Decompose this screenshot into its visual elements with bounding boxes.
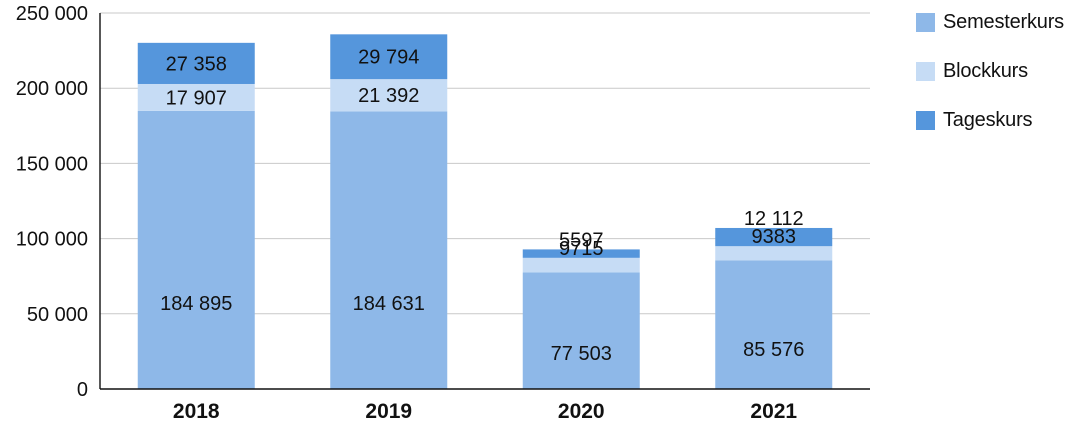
- legend-label-blockkurs: Blockkurs: [943, 59, 1028, 82]
- data-label-blockkurs-2019: 21 392: [358, 85, 419, 107]
- data-labels: 184 895 17 907 27 358 184 631 21 392 29 794 77…: [160, 47, 804, 365]
- x-tick-label-2019: 2019: [365, 400, 412, 423]
- x-tick-label-2021: 2021: [750, 400, 797, 423]
- data-label-blockkurs-2020: 9715: [559, 238, 604, 260]
- x-tick-label-2018: 2018: [173, 400, 220, 423]
- bar-tageskurs-2018: [137, 42, 255, 84]
- bar-blockkurs-2021: [715, 246, 833, 261]
- legend-label-semesterkurs: Semesterkurs: [943, 10, 1064, 33]
- data-label-tageskurs-2021: 12 112: [744, 208, 804, 230]
- data-label-blockkurs-2021: 9383: [752, 226, 797, 248]
- data-label-blockkurs-2018: 17 907: [166, 87, 227, 109]
- legend-label-tageskurs: Tageskurs: [943, 108, 1033, 131]
- data-label-semesterkurs-2018: 184 895: [160, 293, 232, 315]
- y-tick-label: 100 000: [16, 229, 88, 251]
- legend-swatch-blockkurs: [916, 61, 935, 81]
- bar-blockkurs-2018: [137, 83, 255, 111]
- bar-tageskurs-2019: [330, 34, 448, 80]
- y-tick-label: 0: [77, 379, 88, 401]
- y-tick-label: 50 000: [27, 304, 88, 326]
- data-label-tageskurs-2018: 27 358: [166, 53, 227, 75]
- bar-semesterkurs-2021: [715, 260, 833, 389]
- bar-tageskurs-2021: [715, 227, 833, 247]
- bar-semesterkurs-2020: [522, 272, 640, 389]
- bar-tageskurs-2020: [522, 249, 640, 258]
- bar-semesterkurs-2018: [137, 110, 255, 390]
- legend-swatch-semesterkurs: [916, 12, 935, 32]
- legend-item-semesterkurs: Semesterkurs: [916, 8, 1088, 36]
- data-label-semesterkurs-2019: 184 631: [353, 293, 425, 315]
- x-tick-label-2020: 2020: [558, 400, 605, 423]
- legend-swatch-tageskurs: [916, 110, 935, 130]
- legend-item-blockkurs: Blockkurs: [916, 57, 1088, 85]
- bar-semesterkurs-2019: [330, 111, 448, 390]
- axes: 0 50 000 100 000 150 000 200 000 250 000 2018 2…: [16, 3, 870, 423]
- y-tick-label: 150 000: [16, 153, 88, 175]
- bars: [137, 34, 833, 390]
- bar-blockkurs-2019: [330, 79, 448, 112]
- y-tick-label: 250 000: [16, 3, 88, 25]
- legend: Semesterkurs Blockkurs Tageskurs: [916, 8, 1088, 155]
- data-label-semesterkurs-2020: 77 503: [551, 343, 612, 365]
- y-tick-label: 200 000: [16, 78, 88, 100]
- data-label-semesterkurs-2021: 85 576: [743, 339, 804, 361]
- legend-item-tageskurs: Tageskurs: [916, 106, 1088, 134]
- bar-blockkurs-2020: [522, 257, 640, 273]
- data-label-tageskurs-2019: 29 794: [358, 47, 419, 69]
- data-label-tageskurs-2020: 5597: [559, 229, 604, 251]
